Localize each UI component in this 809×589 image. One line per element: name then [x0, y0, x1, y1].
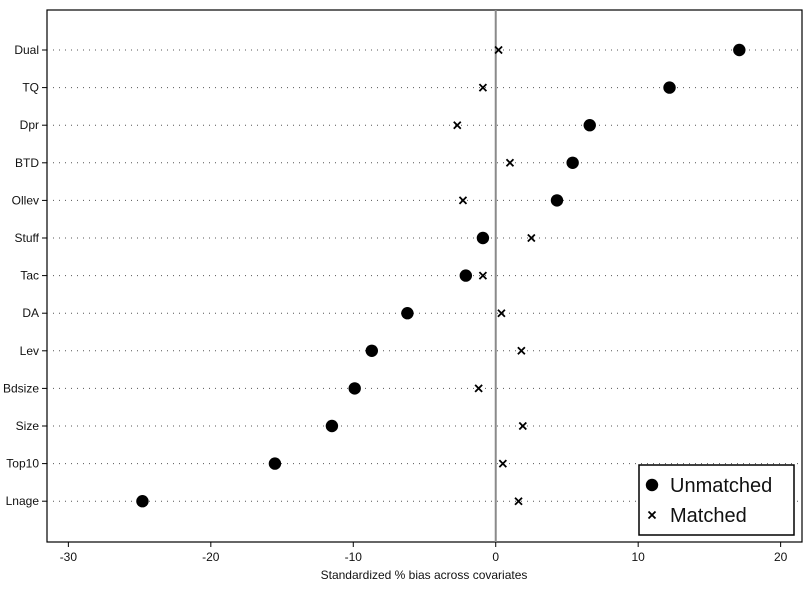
legend-matched-label: Matched	[670, 505, 747, 527]
category-label: Top10	[6, 457, 39, 471]
category-label: Lnage	[6, 494, 40, 508]
category-label: Dpr	[20, 118, 39, 132]
matched-point	[527, 233, 536, 243]
x-tick-label: 0	[492, 550, 499, 564]
legend-unmatched-label: Unmatched	[670, 475, 772, 497]
unmatched-point	[663, 81, 676, 94]
matched-point	[517, 346, 526, 355]
matched-point	[474, 384, 483, 393]
legend-box	[638, 464, 795, 536]
x-tick-label: 10	[631, 550, 645, 564]
matched-point	[505, 158, 515, 167]
unmatched-point	[733, 43, 746, 57]
matched-point	[494, 45, 503, 55]
unmatched-point	[476, 231, 490, 245]
unmatched-point	[583, 119, 596, 132]
plot-frame	[46, 9, 803, 543]
unmatched-point	[550, 194, 564, 207]
category-label: Stuff	[15, 231, 40, 245]
unmatched-point	[459, 269, 473, 282]
category-label: Lev	[20, 344, 39, 358]
category-label: DA	[22, 306, 39, 320]
matched-point	[497, 309, 506, 318]
category-label: Tac	[20, 269, 39, 283]
legend-matched-marker	[647, 510, 657, 520]
x-tick-label: -20	[202, 550, 220, 564]
matched-point	[458, 196, 468, 205]
category-label: Bdsize	[3, 381, 39, 395]
unmatched-point	[348, 382, 361, 395]
unmatched-point	[566, 156, 579, 169]
category-label: Size	[16, 419, 40, 433]
matched-point	[453, 121, 462, 130]
matched-point	[498, 459, 507, 468]
x-axis-title: Standardized % bias across covariates	[321, 568, 528, 582]
data-marks	[136, 43, 746, 508]
legend: Unmatched Matched	[638, 464, 795, 536]
category-labels: Dual TQ Dpr BTD Ollev Stuff Tac DA Lev Bdsize Size…	[3, 43, 47, 508]
matched-point	[478, 271, 488, 280]
unmatched-point	[325, 419, 339, 433]
category-label: TQ	[22, 81, 39, 95]
category-label: Ollev	[12, 193, 39, 207]
unmatched-point	[365, 344, 378, 357]
x-tick-label: -10	[345, 550, 363, 564]
unmatched-point	[401, 307, 414, 320]
x-tick-label: -30	[60, 550, 78, 564]
matched-point	[518, 421, 527, 431]
unmatched-point	[136, 495, 149, 508]
unmatched-point	[268, 457, 282, 470]
matched-point	[478, 83, 488, 92]
x-tick-label: 20	[774, 550, 788, 564]
legend-unmatched-marker	[645, 478, 659, 492]
x-axis: -30 -20 -10 0 10 20	[60, 542, 788, 564]
category-label: BTD	[15, 156, 39, 170]
matched-point	[514, 497, 523, 506]
category-label: Dual	[14, 43, 39, 57]
